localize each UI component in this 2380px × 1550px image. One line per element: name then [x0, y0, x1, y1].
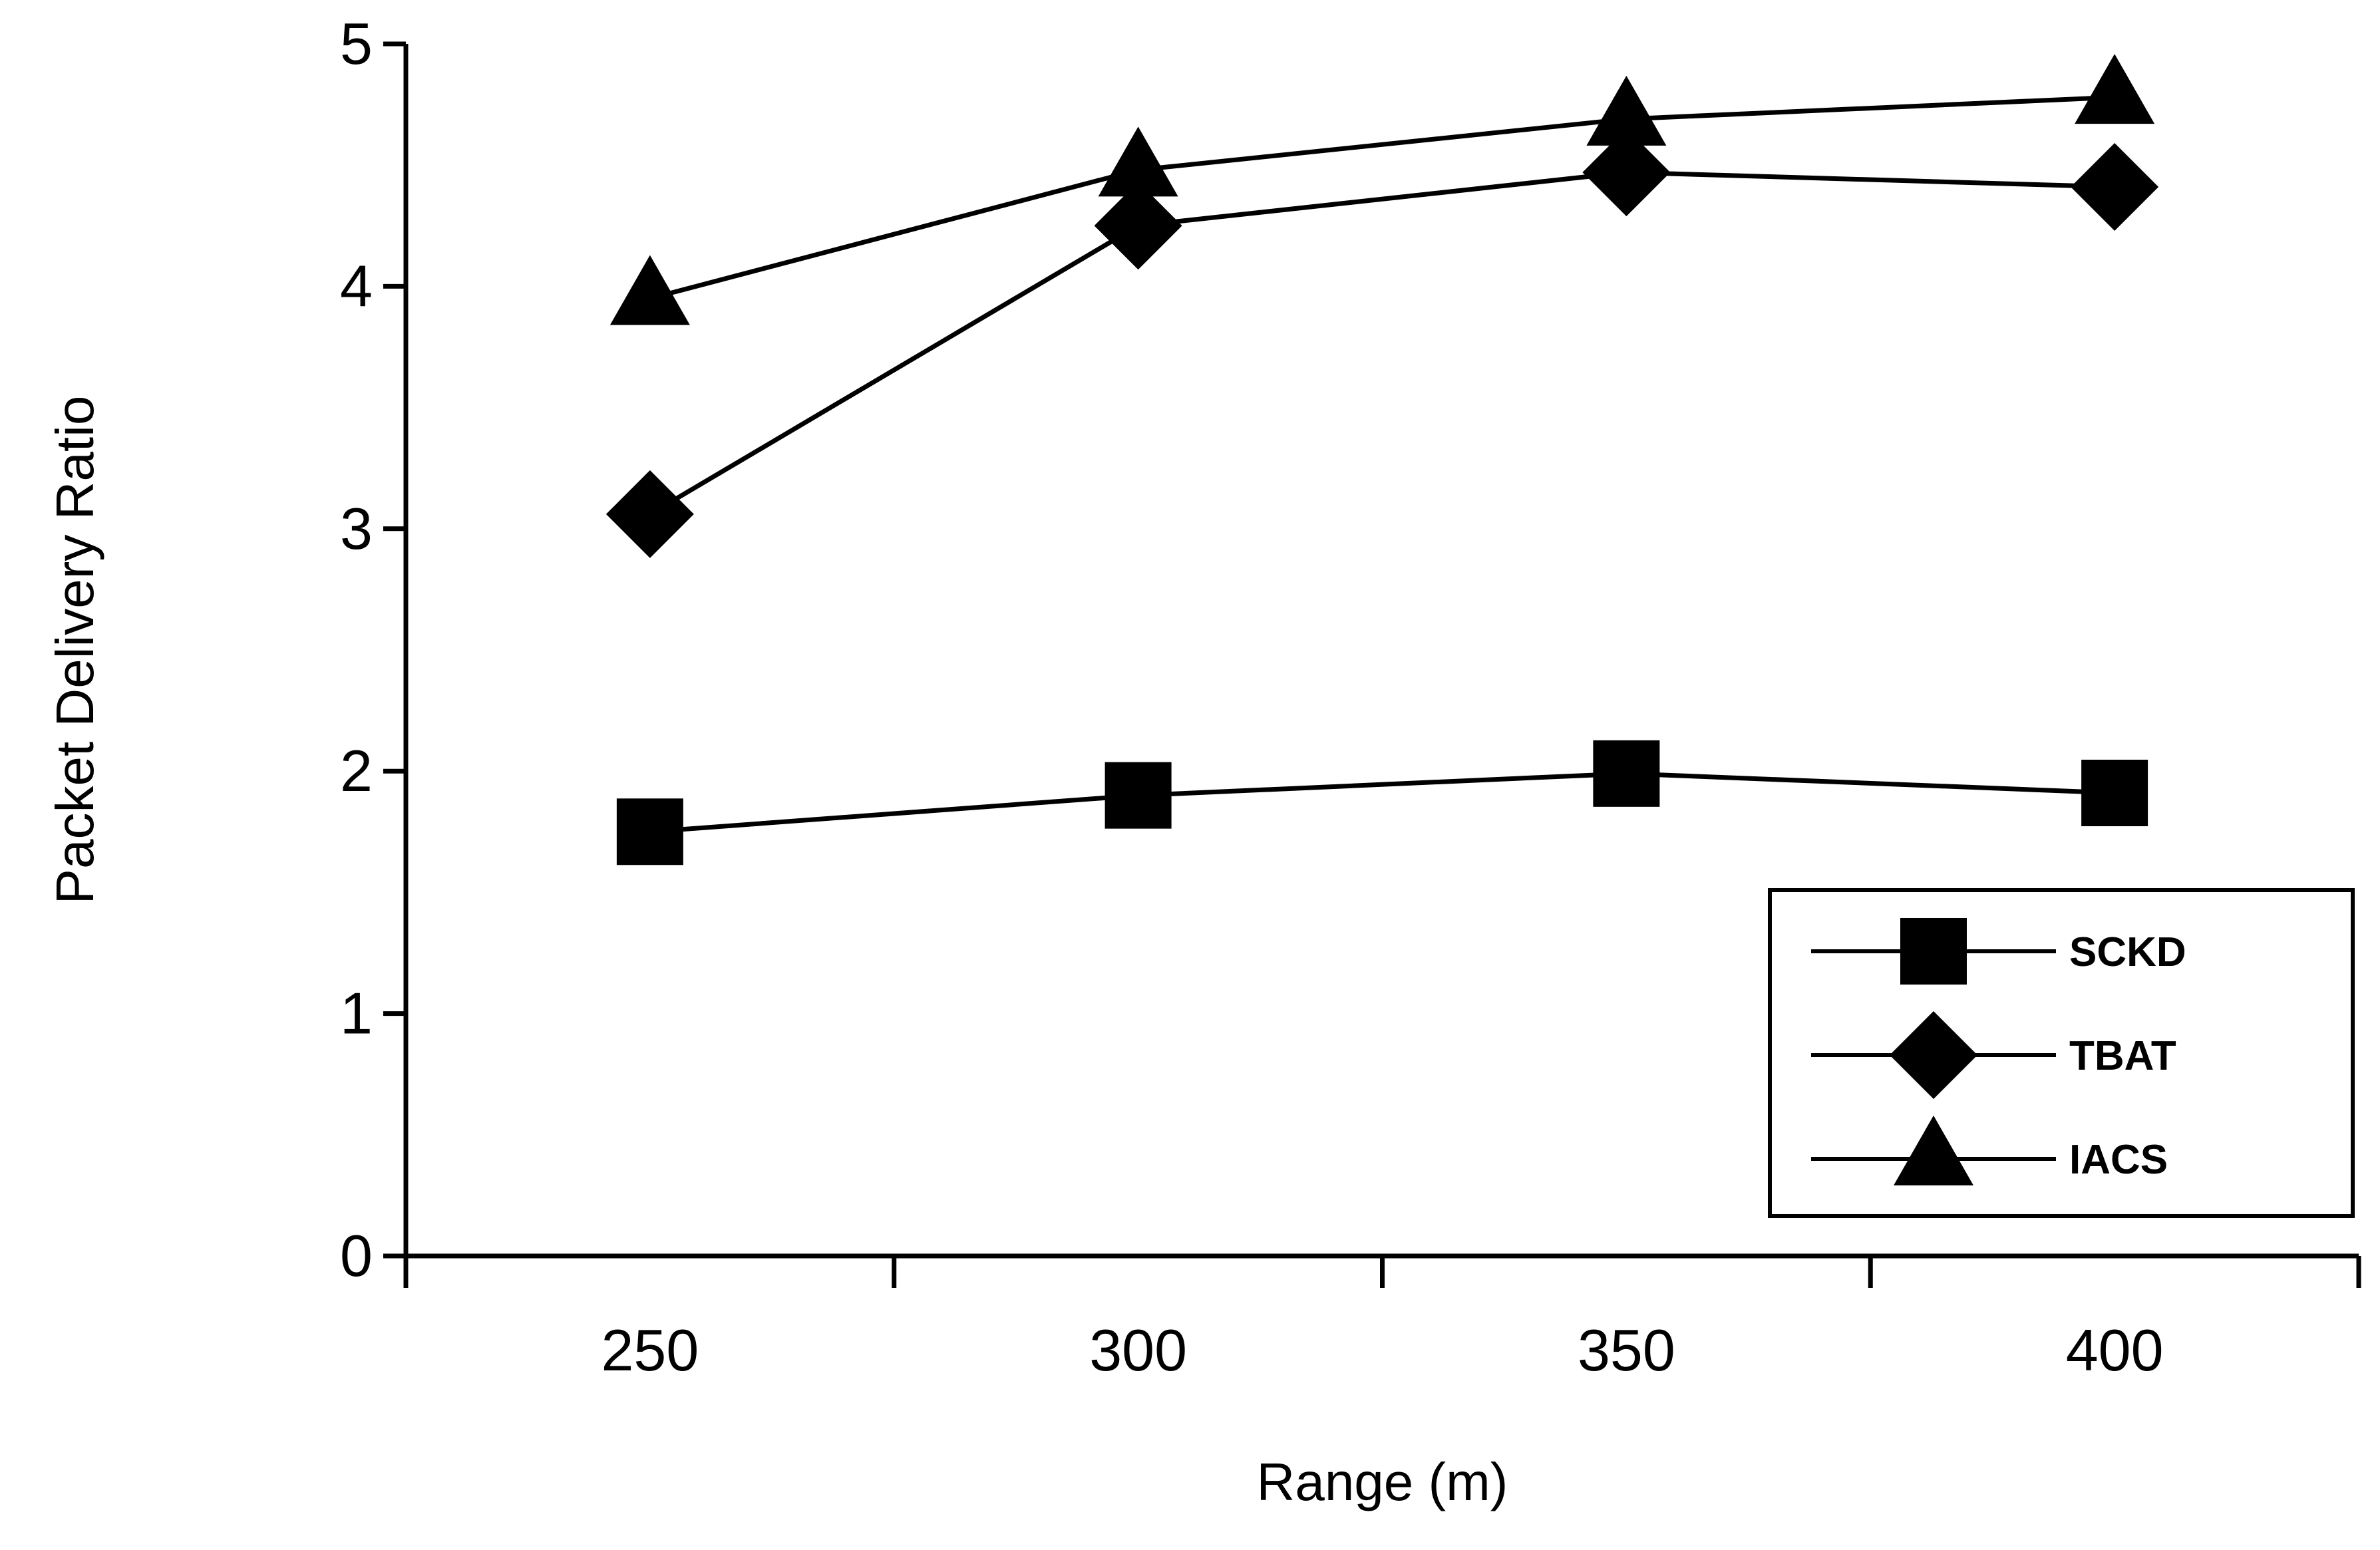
series-line-sckd [649, 771, 2115, 834]
legend-item-sckd: SCKD [1811, 918, 2186, 985]
data-point-sckd [1593, 740, 1660, 807]
y-tick-label: 0 [340, 1223, 373, 1289]
legend-item-iacs: IACS [1811, 1115, 2168, 1185]
series-sckd [616, 740, 2148, 865]
series-iacs [609, 54, 2155, 325]
y-tick-label: 5 [340, 11, 373, 77]
y-tick-label: 3 [340, 496, 373, 561]
y-tick-label: 2 [340, 738, 373, 804]
x-tick-label: 350 [1578, 1317, 1675, 1383]
legend-marker-sckd [1900, 918, 1967, 985]
x-tick-label: 250 [601, 1317, 699, 1383]
x-tick-label: 300 [1089, 1317, 1187, 1383]
data-point-tbat [1582, 128, 1671, 217]
x-axis-title: Range (m) [1257, 1452, 1508, 1511]
data-point-sckd [616, 798, 683, 865]
legend-label-sckd: SCKD [2069, 929, 2186, 975]
data-point-iacs [609, 255, 690, 325]
y-tick-label: 4 [340, 253, 373, 319]
data-point-sckd [2081, 759, 2148, 826]
x-tick-label: 400 [2066, 1317, 2164, 1383]
legend-marker-tbat [1890, 1011, 1977, 1099]
legend: SCKD TBAT IACS [1768, 888, 2355, 1218]
data-point-tbat [2071, 142, 2159, 231]
data-point-iacs [2075, 54, 2155, 124]
data-point-iacs [1586, 75, 1667, 146]
data-point-tbat [1094, 182, 1182, 270]
data-point-tbat [605, 470, 694, 558]
y-axis-title: Packet Delivery Ratio [45, 396, 104, 905]
y-tick-label: 1 [340, 981, 373, 1046]
x-ticks: 250 300 350 400 [403, 1256, 2361, 1383]
series-group [605, 54, 2159, 865]
legend-label-iacs: IACS [2069, 1137, 2168, 1183]
y-ticks: 0 1 2 3 4 5 [340, 11, 406, 1289]
series-line-tbat [649, 170, 2115, 516]
legend-label-tbat: TBAT [2069, 1033, 2176, 1079]
series-line-iacs [649, 94, 2115, 301]
data-point-sckd [1105, 762, 1172, 829]
legend-item-tbat: TBAT [1811, 1011, 2176, 1099]
legend-marker-iacs [1894, 1115, 1973, 1185]
data-point-iacs [1098, 126, 1178, 197]
series-tbat [605, 128, 2159, 558]
